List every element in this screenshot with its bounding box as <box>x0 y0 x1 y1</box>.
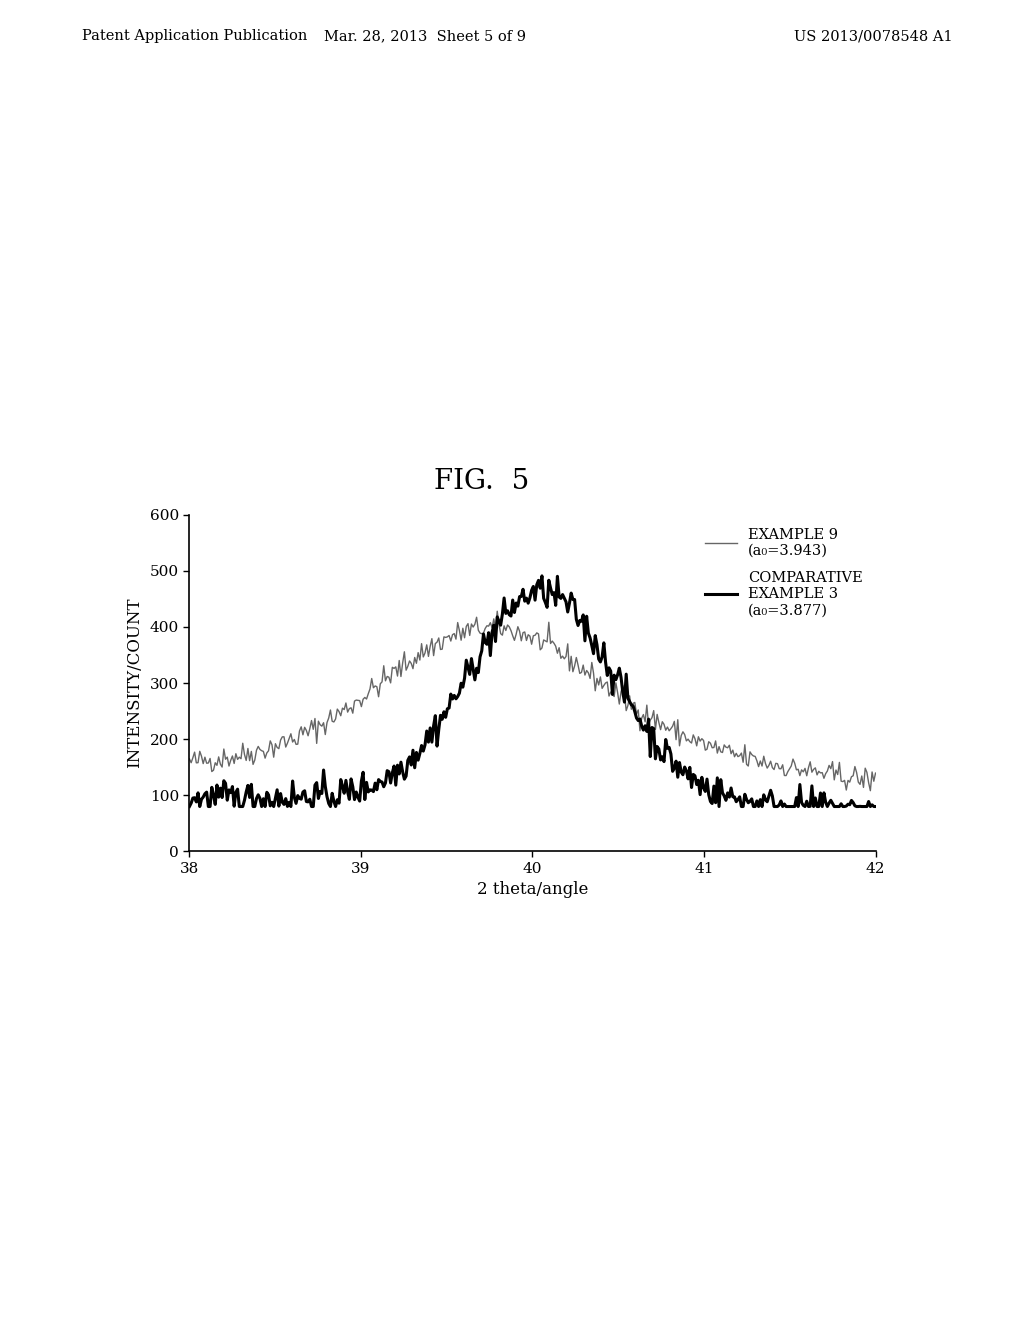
X-axis label: 2 theta/angle: 2 theta/angle <box>477 882 588 899</box>
Text: US 2013/0078548 A1: US 2013/0078548 A1 <box>794 29 952 44</box>
Y-axis label: INTENSITY/COUNT: INTENSITY/COUNT <box>126 598 142 768</box>
Text: Mar. 28, 2013  Sheet 5 of 9: Mar. 28, 2013 Sheet 5 of 9 <box>324 29 526 44</box>
Text: FIG.  5: FIG. 5 <box>433 469 529 495</box>
Text: Patent Application Publication: Patent Application Publication <box>82 29 307 44</box>
Legend: EXAMPLE 9
(a₀=3.943), COMPARATIVE
EXAMPLE 3
(a₀=3.877): EXAMPLE 9 (a₀=3.943), COMPARATIVE EXAMPL… <box>699 523 868 623</box>
